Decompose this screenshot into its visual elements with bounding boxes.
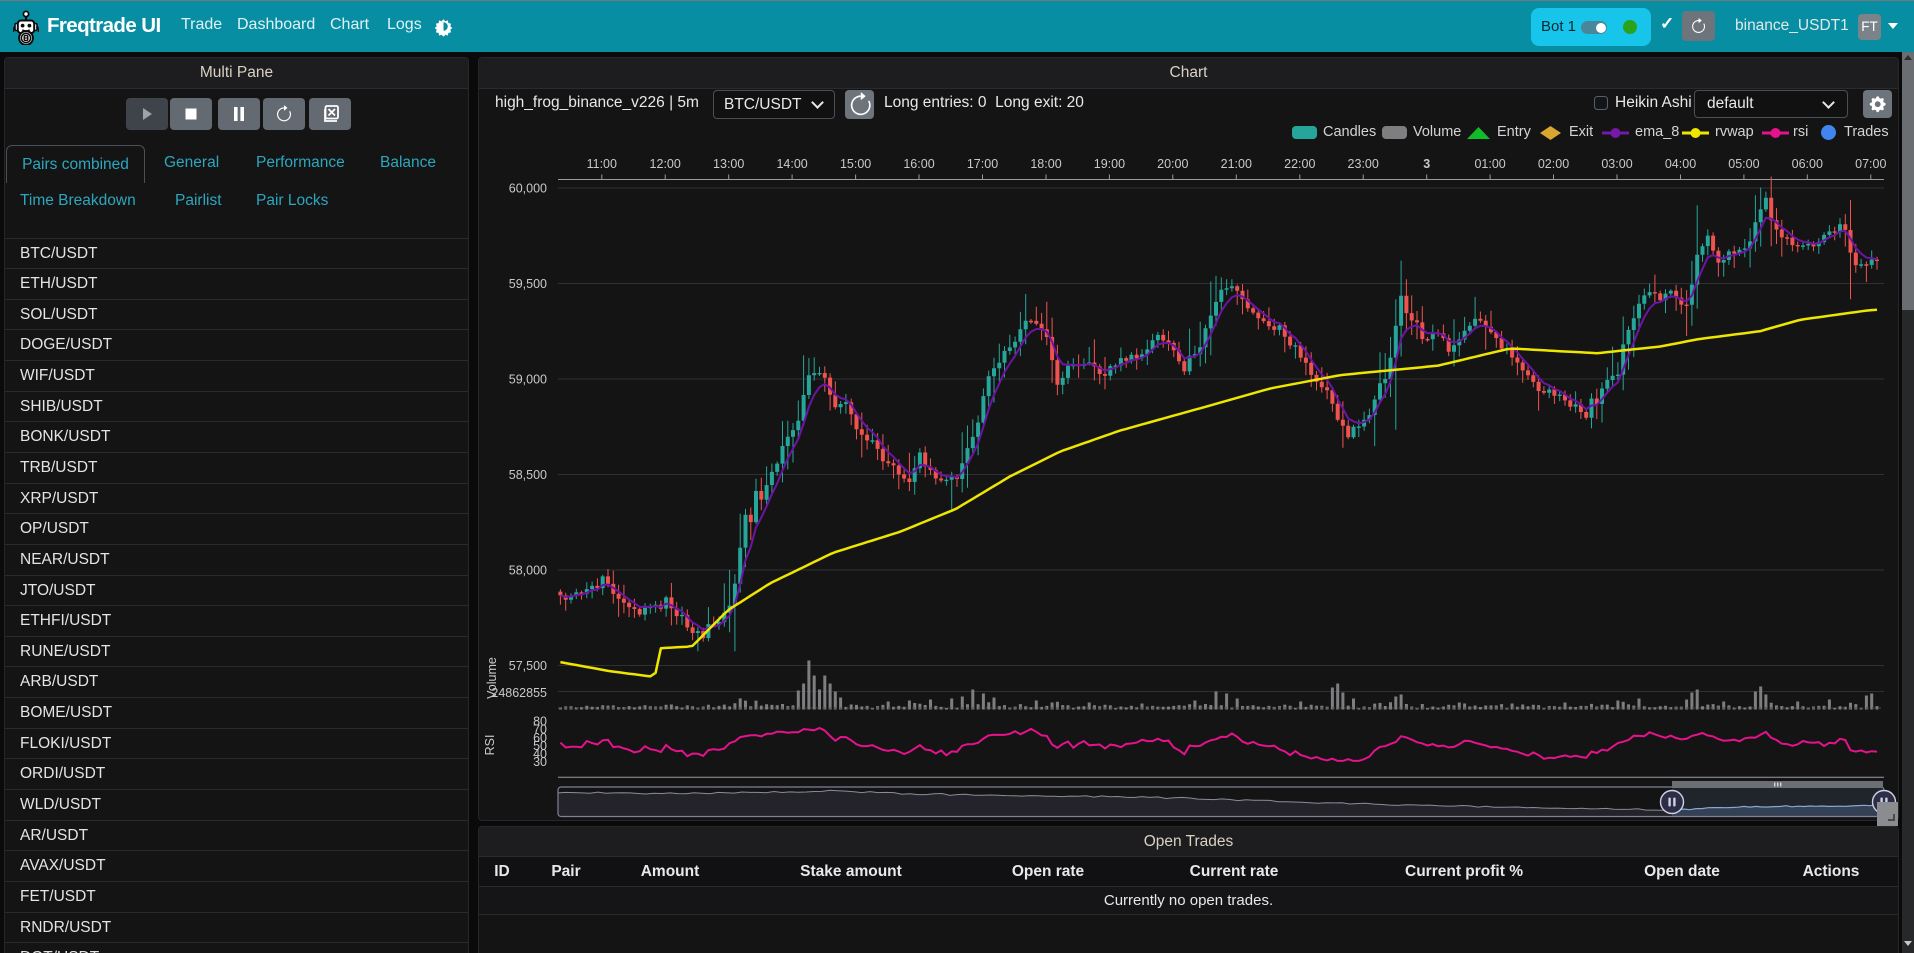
svg-text:02:00: 02:00 (1538, 157, 1569, 171)
svg-text:60,000: 60,000 (509, 182, 547, 196)
svg-text:58,500: 58,500 (509, 468, 547, 482)
svg-text:13:00: 13:00 (713, 157, 744, 171)
svg-text:30: 30 (533, 755, 547, 769)
svg-text:12:00: 12:00 (650, 157, 681, 171)
svg-text:19:00: 19:00 (1094, 157, 1125, 171)
svg-text:59,500: 59,500 (509, 277, 547, 291)
svg-text:58,000: 58,000 (509, 564, 547, 578)
svg-text:11:00: 11:00 (587, 157, 617, 171)
svg-text:01:00: 01:00 (1474, 157, 1505, 171)
svg-text:23:00: 23:00 (1348, 157, 1379, 171)
svg-text:80: 80 (533, 715, 547, 729)
svg-text:70: 70 (533, 723, 547, 737)
svg-text:3: 3 (1423, 157, 1430, 171)
svg-text:57,500: 57,500 (509, 659, 547, 673)
svg-text:24862855: 24862855 (491, 686, 547, 700)
svg-text:40: 40 (533, 747, 547, 761)
svg-text:03:00: 03:00 (1601, 157, 1632, 171)
svg-text:22:00: 22:00 (1284, 157, 1315, 171)
svg-text:20:00: 20:00 (1157, 157, 1188, 171)
svg-text:14:00: 14:00 (776, 157, 807, 171)
svg-text:18:00: 18:00 (1030, 157, 1061, 171)
svg-text:07:00: 07:00 (1855, 157, 1886, 171)
svg-text:60: 60 (533, 731, 547, 745)
svg-text:50: 50 (533, 739, 547, 753)
svg-text:04:00: 04:00 (1665, 157, 1696, 171)
svg-text:59,000: 59,000 (509, 373, 547, 387)
svg-text:Volume: Volume (485, 657, 499, 699)
svg-text:15:00: 15:00 (840, 157, 871, 171)
svg-text:05:00: 05:00 (1728, 157, 1759, 171)
svg-text:16:00: 16:00 (903, 157, 934, 171)
svg-text:17:00: 17:00 (967, 157, 998, 171)
svg-text:21:00: 21:00 (1221, 157, 1252, 171)
svg-text:RSI: RSI (483, 735, 497, 756)
svg-text:06:00: 06:00 (1792, 157, 1823, 171)
